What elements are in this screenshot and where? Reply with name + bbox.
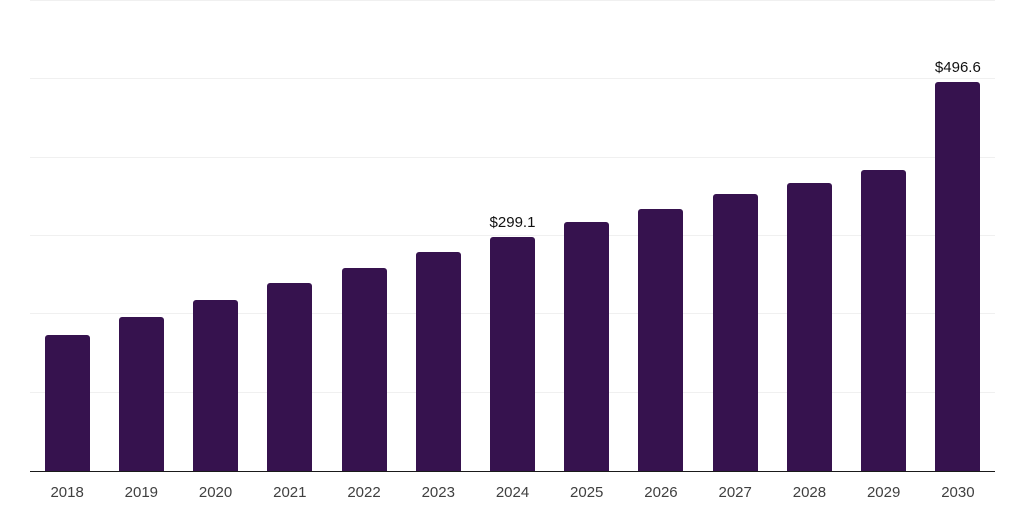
bar-2021 (267, 283, 313, 471)
x-tick-label-2026: 2026 (644, 484, 678, 501)
x-tick-label-2029: 2029 (866, 484, 901, 501)
x-tick-label-2019: 2019 (124, 484, 159, 501)
gridline-y300 (30, 235, 995, 236)
data-label-2030: $496.6 (934, 59, 981, 76)
plot-area: $299.1 $496.6 (30, 0, 995, 472)
bar-2030 (935, 82, 981, 471)
bar-2028 (786, 182, 832, 471)
bar-2018 (44, 335, 90, 471)
bar-2023 (415, 251, 461, 471)
x-tick-label-2021: 2021 (273, 484, 307, 501)
bar-2019 (118, 317, 164, 471)
data-label-2024: $299.1 (489, 213, 536, 231)
x-tick-label-2025: 2025 (570, 484, 604, 501)
x-axis-tick-labels: 2018 2019 2020 2021 2022 2023 2024 2025 2026 2027… (30, 483, 995, 505)
x-axis-line (30, 470, 995, 472)
bar-2026 (638, 209, 684, 471)
bar-2029 (861, 169, 907, 471)
x-tick-label-2027: 2027 (718, 484, 752, 501)
gridline-y600 (30, 0, 995, 1)
x-tick-label-2030: 2030 (941, 484, 975, 501)
x-tick-label-2023: 2023 (421, 484, 455, 501)
gridline-y500 (30, 78, 995, 80)
gridline-y400 (30, 156, 995, 158)
bar-2027 (712, 194, 758, 471)
bar-2020 (193, 300, 239, 471)
x-tick-label-2022: 2022 (347, 484, 381, 501)
bar-2025 (564, 222, 610, 471)
bar-2024 (490, 236, 535, 471)
bar-2022 (341, 267, 387, 471)
x-tick-label-2024: 2024 (495, 484, 530, 501)
x-tick-label-2020: 2020 (198, 484, 233, 501)
x-tick-label-2018: 2018 (50, 484, 84, 501)
x-tick-label-2028: 2028 (792, 484, 827, 501)
